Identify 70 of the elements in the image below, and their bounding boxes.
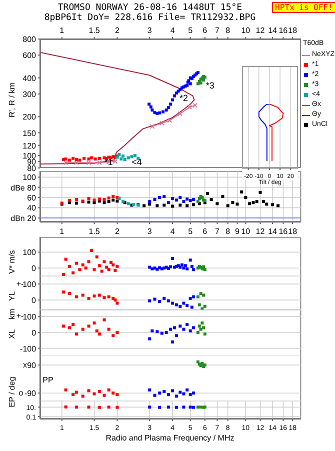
- text: +-: [16, 280, 24, 288]
- y-tick-label: 0: [32, 264, 37, 274]
- y-axis-title: XL: [8, 329, 16, 339]
- y-tick-label: 0: [32, 296, 37, 305]
- x-axis-title: Radio and Plasma Frequency / MHz: [106, 434, 234, 442]
- y-tick-label: 600: [22, 51, 37, 60]
- x-tick-label: 1.5: [88, 227, 100, 236]
- text: km: [8, 308, 16, 320]
- x-tick-label: 12: [256, 26, 266, 35]
- text: +-: [16, 312, 24, 320]
- y-tick-label: 300: [22, 90, 37, 99]
- y-tick-label: 100: [22, 173, 37, 182]
- annotation: <4: [132, 157, 142, 168]
- y-tick-label: -90: [24, 389, 37, 398]
- x-tick-label: 1.5: [88, 26, 100, 35]
- y-tick-label: 800: [22, 35, 37, 44]
- x-tick-label: 4: [170, 227, 176, 236]
- x-tick-label: 2: [115, 26, 120, 35]
- y-tick-label: 90: [27, 360, 37, 370]
- y-tick-label: 100: [22, 248, 37, 258]
- chart-title: TROMSO NORWAY 26-08-16 1448UT 15°E: [58, 3, 242, 13]
- y-tick-label: 400: [22, 74, 37, 83]
- y-tick-label: 80: [27, 164, 37, 173]
- y-tick-label: 100: [22, 280, 37, 289]
- annotation: *1: [104, 157, 113, 168]
- y-tick-label: 200: [22, 112, 37, 122]
- x-tick-label: 2: [115, 227, 120, 236]
- chart-subtitle: 8pBP6It DoY= 228.616 File= TR112932.BPG: [43, 13, 257, 23]
- y-axis-title: YL: [8, 291, 16, 301]
- x-tick-label: 4: [170, 26, 176, 35]
- x-tick-label: 3: [147, 26, 152, 35]
- x-tick-label: 14: [268, 26, 278, 35]
- y-tick-label: 120: [22, 141, 37, 150]
- y-tick-label: dBe 80: [10, 183, 37, 192]
- y-tick-label: 150: [22, 128, 37, 138]
- y-tick-label: 0: [32, 328, 37, 338]
- y-axis-title: PP: [42, 376, 54, 384]
- x-tick-label: 7: [214, 227, 220, 236]
- y-axis-title: V* m/s: [8, 250, 16, 274]
- x-tick-label: 5: [188, 227, 194, 236]
- y-axis-title: R', R / km: [8, 82, 16, 118]
- x-tick-label: 1: [60, 26, 65, 35]
- x-tick-label: 14: [268, 227, 278, 236]
- x-tick-label: 12: [256, 227, 266, 236]
- text: o: [18, 388, 24, 398]
- x-tick-label: 16: [278, 26, 288, 35]
- y-tick-label: 60: [27, 194, 37, 203]
- x-tick-label: 6: [202, 26, 208, 35]
- y-tick-label: -100: [20, 344, 37, 353]
- y-tick-label: 40: [27, 204, 37, 213]
- x-tick-label: 9: [235, 227, 240, 236]
- x-tick-label: 10: [241, 26, 251, 35]
- x-tick-label: 8: [226, 26, 231, 35]
- x-tick-label: 18: [288, 227, 298, 236]
- x-tick-label: 18: [288, 26, 298, 35]
- annotation: *2: [180, 93, 188, 104]
- x-tick-label: 6: [202, 227, 208, 236]
- text: x: [23, 360, 27, 370]
- annotation: *3: [206, 80, 214, 91]
- x-tick-label: 5: [188, 26, 194, 35]
- x-tick-label: 8: [226, 227, 231, 236]
- y-tick-label: dBn 20: [10, 214, 37, 223]
- y-tick-label: 100: [22, 312, 37, 322]
- x-tick-label: 1: [60, 227, 65, 236]
- x-tick-label: 16: [278, 227, 288, 236]
- text: HPTx is OFF!: [272, 2, 335, 13]
- y-axis-title: EP / deg: [8, 376, 16, 408]
- x-tick-label: 10: [241, 227, 251, 236]
- x-tick-label: 3: [147, 227, 152, 236]
- x-tick-label: 7: [214, 26, 220, 35]
